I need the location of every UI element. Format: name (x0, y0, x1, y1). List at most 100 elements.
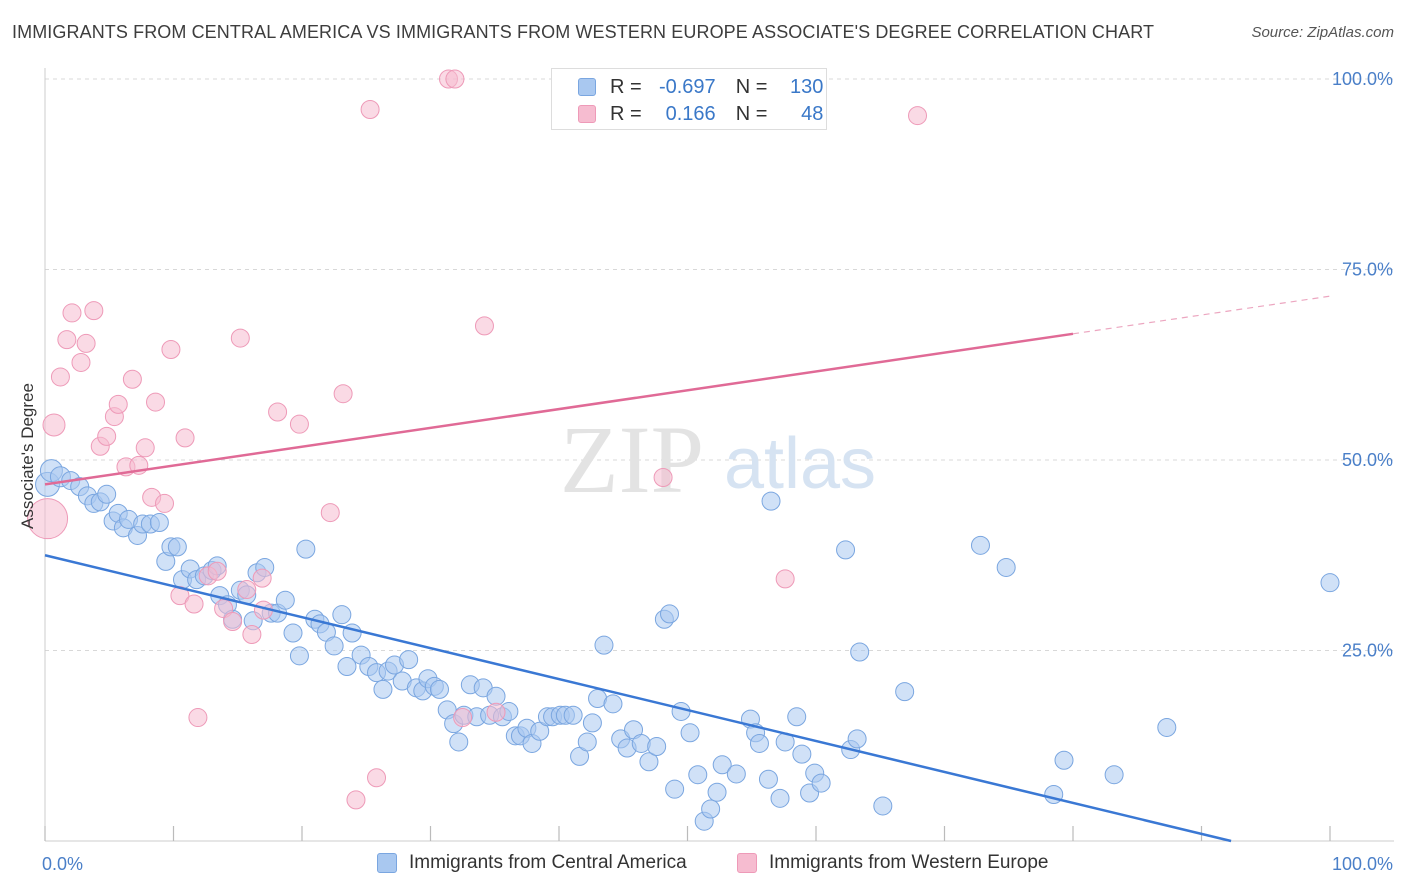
legend-swatch-blue (578, 78, 596, 96)
western-europe-point (242, 624, 262, 644)
legend-n-value: 130 (790, 75, 824, 98)
central-america-point (850, 642, 870, 662)
y-tick-label: 100.0% (1332, 69, 1393, 89)
central-america-point (647, 737, 667, 757)
western-europe-point (122, 369, 142, 389)
trend-line-western-europe-projection (1072, 295, 1331, 335)
watermark-zip: ZIP (560, 406, 704, 513)
central-america-point (639, 752, 659, 772)
western-europe-point (453, 708, 473, 728)
y-tick-label: 75.0% (1342, 260, 1393, 280)
western-europe-point (27, 498, 69, 540)
central-america-point (761, 491, 781, 511)
central-america-point (631, 733, 651, 753)
central-america-point (665, 779, 685, 799)
legend-n-label: N = (735, 75, 768, 98)
legend-label-central-america: Immigrants from Central America (409, 852, 687, 873)
central-america-point (283, 623, 303, 643)
legend-label-western-europe: Immigrants from Western Europe (769, 852, 1049, 873)
axes (44, 68, 1394, 842)
series-legend: Immigrants from Central America Immigran… (0, 852, 1406, 878)
central-america-point (149, 512, 169, 532)
central-america-point (712, 755, 732, 775)
central-america-point (847, 729, 867, 749)
trend-line-western-europe (44, 332, 1074, 486)
central-america-point (726, 764, 746, 784)
source-label: Source: ZipAtlas.com (1251, 24, 1394, 41)
western-europe-point (268, 402, 288, 422)
western-europe-point (50, 367, 70, 387)
legend-r-label: R = (610, 102, 642, 125)
western-europe-point (97, 426, 117, 446)
western-europe-point (445, 69, 465, 89)
western-europe-point (775, 569, 795, 589)
chart-title: IMMIGRANTS FROM CENTRAL AMERICA VS IMMIG… (12, 22, 1155, 42)
western-europe-point (653, 468, 673, 488)
central-america-point (167, 537, 187, 557)
central-america-point (486, 686, 506, 706)
central-america-point (811, 773, 831, 793)
western-europe-point (289, 414, 309, 434)
x-tick-label-min: 0.0% (42, 854, 83, 874)
central-america-point (787, 707, 807, 727)
x-tick-label-max: 100.0% (1332, 854, 1393, 874)
western-europe-point (76, 333, 96, 353)
central-america-point (680, 723, 700, 743)
western-europe-point (367, 768, 387, 788)
western-europe-point (184, 594, 204, 614)
legend-swatch-pink (578, 105, 596, 123)
western-europe-point (207, 561, 227, 581)
western-europe-point (908, 106, 928, 126)
western-europe-point (346, 790, 366, 810)
legend-row-western-europe: R = 0.166 N = 48 (578, 102, 823, 126)
central-america-point (399, 650, 419, 670)
western-europe-point (237, 580, 257, 600)
legend-n-label: N = (735, 102, 768, 125)
western-europe-point (146, 392, 166, 412)
central-america-point (873, 796, 893, 816)
western-europe-point (71, 352, 91, 372)
western-europe-point (188, 708, 208, 728)
central-america-point (970, 535, 990, 555)
western-europe-point (161, 340, 181, 360)
western-europe-point (214, 599, 234, 619)
legend-r-label: R = (610, 75, 642, 98)
central-america-point (582, 713, 602, 733)
legend-r-value: 0.166 (665, 102, 716, 125)
central-america-point (594, 635, 614, 655)
central-america-point (324, 636, 344, 656)
tick-labels: 25.0% 50.0% 75.0% 100.0% 0.0% 100.0% (42, 69, 1393, 874)
western-europe-point (84, 301, 104, 321)
central-america-point (836, 540, 856, 560)
central-america-point (996, 557, 1016, 577)
correlation-legend: R = -0.697 N = 130 R = 0.166 N = 48 (551, 68, 827, 130)
central-america-point (749, 733, 769, 753)
central-america-point (97, 484, 117, 504)
gridlines (45, 78, 1394, 651)
central-america-point (1320, 573, 1340, 593)
western-europe-point (320, 503, 340, 523)
central-america-point (1157, 717, 1177, 737)
western-europe-point (62, 303, 82, 323)
western-europe-point (108, 394, 128, 414)
central-america-point (758, 769, 778, 789)
central-america-point (332, 605, 352, 625)
legend-row-central-america: R = -0.697 N = 130 (578, 75, 823, 99)
legend-swatch-blue (377, 853, 397, 873)
legend-item-western-europe: Immigrants from Western Europe (737, 852, 1048, 874)
western-europe-point (486, 702, 506, 722)
y-tick-label: 25.0% (1342, 641, 1393, 661)
watermark: ZIP atlas (560, 406, 876, 513)
legend-item-central-america: Immigrants from Central America (377, 852, 687, 874)
western-europe-point (333, 384, 353, 404)
trend-line-central-america (44, 554, 1232, 843)
central-america-point (660, 604, 680, 624)
western-europe-point (175, 428, 195, 448)
western-europe-point (230, 328, 250, 348)
central-america-point (449, 732, 469, 752)
central-america-point (603, 694, 623, 714)
central-america-point (792, 744, 812, 764)
central-america-point (770, 788, 790, 808)
western-europe-point (135, 438, 155, 458)
